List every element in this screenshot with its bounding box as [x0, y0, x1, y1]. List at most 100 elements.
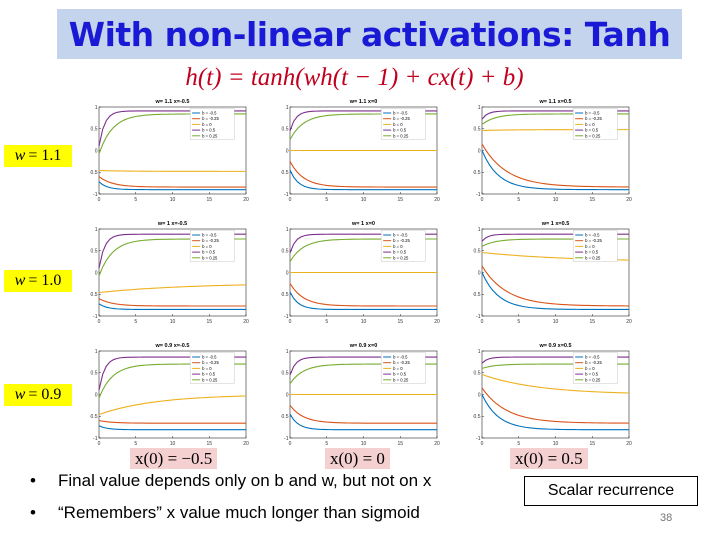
subplot-3-1: w= 0.9 x=-0.5 0 5 10 15 20 1 0.5 0 -0.5 -1 b = -0.5…	[90, 343, 249, 447]
y-tick-label: 1	[95, 227, 98, 233]
y-tick-label: 0.5	[91, 371, 98, 377]
legend-entry: b = 0.5	[585, 250, 599, 255]
x-tick-label: 10	[361, 319, 367, 325]
x-tick-label: 0	[289, 197, 292, 203]
y-tick-label: 0.5	[282, 249, 289, 255]
series-line	[98, 298, 246, 307]
y-tick-label: 0	[478, 148, 481, 154]
y-tick-label: 0	[95, 270, 98, 276]
x-tick-label: 20	[434, 197, 440, 203]
x-tick-label: 0	[98, 319, 101, 325]
legend-entry: b = 0	[393, 244, 403, 249]
legend-entry: b = 0.25	[393, 255, 409, 260]
legend-entry: b = 0	[585, 244, 595, 249]
legend-entry: b = -0.5	[393, 111, 408, 116]
x-tick-label: 5	[134, 197, 137, 203]
x-tick-label: 20	[434, 441, 440, 447]
series-line	[289, 161, 437, 188]
legend-entry: b = 0.5	[202, 128, 216, 133]
x-tick-label: 15	[206, 197, 212, 203]
y-tick-label: -1	[284, 314, 289, 320]
x-tick-label: 10	[170, 441, 176, 447]
legend-entry: b = -0.25	[202, 238, 219, 243]
legend-entry: b = 0.5	[202, 372, 216, 377]
legend-entry: b = -0.5	[202, 233, 217, 238]
row-label-var: w	[14, 147, 26, 164]
x-tick-label: 10	[170, 319, 176, 325]
legend-entry: b = -0.25	[393, 360, 410, 365]
y-tick-label: -1	[93, 436, 98, 442]
legend-entry: b = -0.5	[393, 233, 408, 238]
legend-entry: b = -0.25	[393, 238, 410, 243]
bullet-2: • “Remembers” x value much longer than si…	[30, 503, 420, 523]
legend-entry: b = 0.5	[202, 250, 216, 255]
series-line	[481, 387, 630, 424]
series-line	[289, 405, 437, 424]
subplot-title: w= 0.9 x=0.5	[538, 343, 571, 349]
y-tick-label: -0.5	[90, 292, 98, 298]
y-tick-label: -1	[476, 436, 481, 442]
x-tick-label: 0	[98, 441, 101, 447]
x-tick-label: 5	[134, 441, 137, 447]
series-line	[98, 169, 246, 172]
legend-entry: b = -0.25	[585, 116, 602, 121]
legend: b = -0.5b = -0.25b = 0b = 0.5b = 0.25	[380, 352, 426, 384]
bullet-1: • Final value depends only on b and w, bu…	[30, 471, 431, 491]
row-label-w-1.0: w = 1.0	[4, 270, 72, 292]
subplot-title: w= 1.1 x=-0.5	[155, 99, 190, 105]
legend-entry: b = -0.25	[585, 360, 602, 365]
x-tick-label: 0	[481, 197, 484, 203]
x-tick-label: 0	[481, 441, 484, 447]
subplot-title: w= 0.9 x=-0.5	[155, 343, 190, 349]
y-tick-label: -0.5	[90, 414, 98, 420]
series-line	[481, 265, 630, 307]
title-banner: With non-linear activations: Tanh	[57, 9, 682, 59]
legend-entry: b = -0.25	[393, 116, 410, 121]
x-tick-label: 20	[434, 319, 440, 325]
legend-entry: b = -0.5	[585, 355, 600, 360]
series-line	[289, 283, 437, 307]
x-tick-label: 5	[517, 441, 520, 447]
series-line	[289, 169, 437, 191]
y-tick-label: 1	[478, 105, 481, 111]
bullet-dot: •	[30, 503, 36, 522]
x-tick-label: 0	[289, 441, 292, 447]
y-tick-label: 0	[95, 148, 98, 154]
legend-entry: b = 0.5	[585, 128, 599, 133]
row-label-w-0.9: w = 0.9	[4, 384, 72, 406]
legend: b = -0.5b = -0.25b = 0b = 0.5b = 0.25	[380, 230, 426, 262]
x-tick-label: 5	[325, 319, 328, 325]
y-tick-label: 0.5	[91, 249, 98, 255]
y-tick-label: -0.5	[281, 292, 289, 298]
legend-entry: b = 0.5	[393, 128, 407, 133]
legend-entry: b = -0.25	[202, 360, 219, 365]
row-label-value: = 1.0	[28, 272, 62, 289]
x-tick-label: 20	[243, 441, 249, 447]
series-line	[289, 413, 437, 431]
column-label-x-pos: x(0) = 0.5	[510, 448, 588, 469]
legend-entry: b = -0.5	[202, 111, 217, 116]
y-tick-label: 1	[478, 227, 481, 233]
y-tick-label: -0.5	[281, 414, 289, 420]
subplot-title: w= 1 x=0.5	[541, 221, 570, 227]
slide-title: With non-linear activations: Tanh	[68, 14, 671, 54]
x-tick-label: 20	[626, 197, 632, 203]
legend-entry: b = -0.25	[585, 238, 602, 243]
y-tick-label: 1	[286, 105, 289, 111]
x-tick-label: 5	[134, 319, 137, 325]
legend: b = -0.5b = -0.25b = 0b = 0.5b = 0.25	[380, 108, 426, 140]
x-tick-label: 10	[553, 319, 559, 325]
scalar-recurrence-box: Scalar recurrence	[524, 476, 698, 506]
series-line	[98, 425, 246, 431]
legend-entry: b = -0.5	[393, 355, 408, 360]
y-tick-label: 1	[95, 349, 98, 355]
legend-entry: b = 0	[393, 122, 403, 127]
x-tick-label: 20	[243, 197, 249, 203]
bullet-2-text: “Remembers” x value much longer than sig…	[58, 503, 420, 522]
legend: b = -0.5b = -0.25b = 0b = 0.5b = 0.25	[572, 230, 618, 262]
equation: h(t) = tanh(wh(t − 1) + cx(t) + b)	[185, 64, 524, 91]
series-line	[481, 373, 630, 394]
legend-entry: b = 0	[202, 366, 212, 371]
